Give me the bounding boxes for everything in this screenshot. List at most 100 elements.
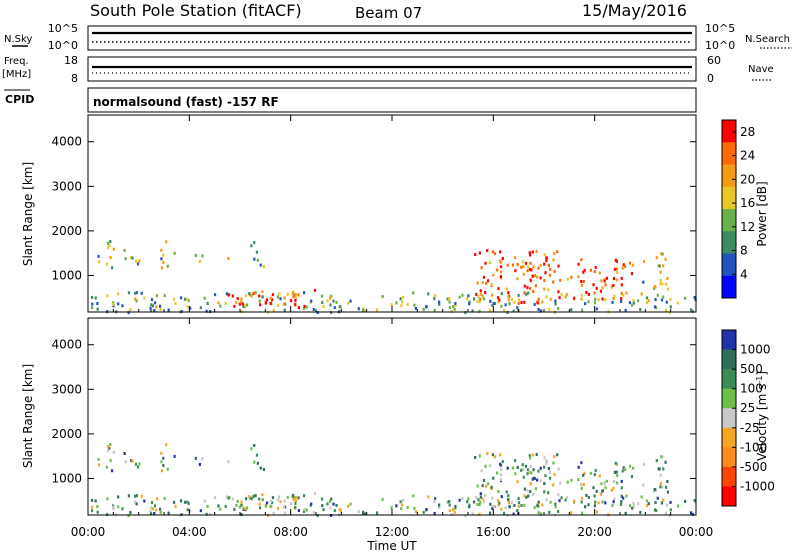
velocity-range-gate <box>243 507 246 511</box>
velocity-range-gate <box>486 482 490 486</box>
power-range-gate <box>303 304 306 308</box>
power-range-gate <box>532 289 535 293</box>
velocity-range-gate <box>283 511 286 515</box>
velocity-range-gate <box>96 504 99 508</box>
power-colorbar-tick-label: 28 <box>740 125 755 139</box>
velocity-range-gate <box>598 474 601 478</box>
power-range-gate <box>482 275 486 279</box>
power-range-gate <box>235 300 238 304</box>
velocity-range-gate <box>556 453 559 457</box>
power-range-gate <box>294 298 297 302</box>
velocity-range-gate <box>531 453 534 457</box>
power-range-gate <box>599 289 602 293</box>
power-range-gate <box>245 303 249 307</box>
velocity-range-gate <box>523 494 526 498</box>
velocity-range-gate <box>580 482 583 486</box>
power-range-gate <box>513 300 516 304</box>
velocity-range-gate <box>129 511 132 515</box>
power-range-gate <box>97 254 100 258</box>
power-range-gate <box>264 301 267 305</box>
power-range-gate <box>448 297 451 301</box>
power-range-gate <box>526 286 529 290</box>
freq-tick-bottom: 8 <box>71 72 78 85</box>
velocity-range-gate <box>240 503 243 507</box>
velocity-range-gate <box>632 466 635 470</box>
velocity-range-gate <box>537 510 540 514</box>
velocity-range-gate <box>466 500 469 504</box>
time-axis: 00:00 04:00 08:00 12:00 16:00 20:00 00:00 <box>71 115 713 539</box>
power-range-gate <box>556 250 559 254</box>
power-range-gate <box>108 243 111 247</box>
power-range-gate <box>525 292 528 296</box>
power-range-gate <box>693 295 696 299</box>
power-range-gate <box>531 250 534 254</box>
power-range-gate <box>615 267 618 271</box>
velocity-range-gate <box>585 493 588 497</box>
velocity-range-gate <box>532 492 535 496</box>
velocity-range-gate <box>541 503 544 507</box>
velocity-range-gate <box>478 454 481 458</box>
power-range-gate <box>611 300 614 304</box>
power-range-gate <box>412 291 415 295</box>
power-range-gate <box>549 297 552 301</box>
velocity-range-gate <box>513 503 516 507</box>
freq-unit-label: [MHz] <box>2 69 31 80</box>
power-range-gate <box>467 294 470 298</box>
velocity-range-gate <box>593 473 596 477</box>
power-range-gate <box>496 296 500 300</box>
velocity-range-gate <box>489 502 492 506</box>
power-range-gate <box>329 296 332 300</box>
velocity-range-gate <box>112 450 115 454</box>
velocity-range-gate <box>231 497 234 501</box>
velocity-range-gate <box>110 469 114 473</box>
power-range-gate <box>105 262 108 266</box>
velocity-range-gate <box>645 499 649 503</box>
velocity-range-gate <box>276 506 280 510</box>
power-range-gate <box>499 259 502 263</box>
velocity-colorbar-segment <box>722 388 736 409</box>
power-range-gate <box>448 306 451 310</box>
velocity-range-gate <box>520 504 523 508</box>
power-colorbar: 4 8 12 16 20 24 28 <box>721 119 755 299</box>
power-range-gate <box>438 300 441 304</box>
velocity-range-gate <box>491 506 494 510</box>
power-range-gate <box>130 256 133 260</box>
power-colorbar-tick-label: 8 <box>740 244 748 258</box>
power-range-gate <box>309 301 312 305</box>
power-range-gate <box>136 262 140 266</box>
velocity-range-gate <box>612 486 615 490</box>
power-range-gate <box>665 282 668 286</box>
velocity-range-gate <box>659 485 662 489</box>
velocity-range-gate <box>446 500 449 504</box>
power-range-gate <box>124 257 127 261</box>
velocity-range-gate <box>611 503 614 507</box>
power-range-gate <box>507 295 510 299</box>
power-range-gate <box>242 304 245 308</box>
power-range-gate <box>557 290 560 294</box>
power-range-gate <box>625 291 628 295</box>
power-range-gate <box>153 301 157 305</box>
power-range-gate <box>604 298 607 302</box>
power-range-gate <box>413 303 416 307</box>
power-range-gate <box>129 308 132 312</box>
velocity-range-gate <box>322 508 325 512</box>
power-range-gate <box>320 294 324 298</box>
velocity-range-gate <box>241 505 244 509</box>
velocity-range-gate <box>535 453 538 457</box>
velocity-range-gate <box>658 467 661 471</box>
velocity-range-gate <box>523 487 526 491</box>
velocity-range-gate <box>149 509 152 513</box>
power-range-gate <box>162 260 165 264</box>
velocity-range-gate <box>159 510 162 514</box>
power-range-gate <box>302 291 306 295</box>
power-range-gate <box>669 297 672 301</box>
power-range-gate <box>433 297 436 301</box>
power-range-gate <box>271 293 275 297</box>
velocity-range-gate <box>639 511 642 515</box>
noise-tick-right-bottom: 10^0 <box>705 39 735 52</box>
velocity-range-gate <box>666 490 670 494</box>
power-range-gate <box>595 286 598 290</box>
power-range-gate <box>491 250 495 254</box>
station-title: South Pole Station (fitACF) <box>90 1 302 20</box>
velocity-range-gate <box>262 468 265 472</box>
